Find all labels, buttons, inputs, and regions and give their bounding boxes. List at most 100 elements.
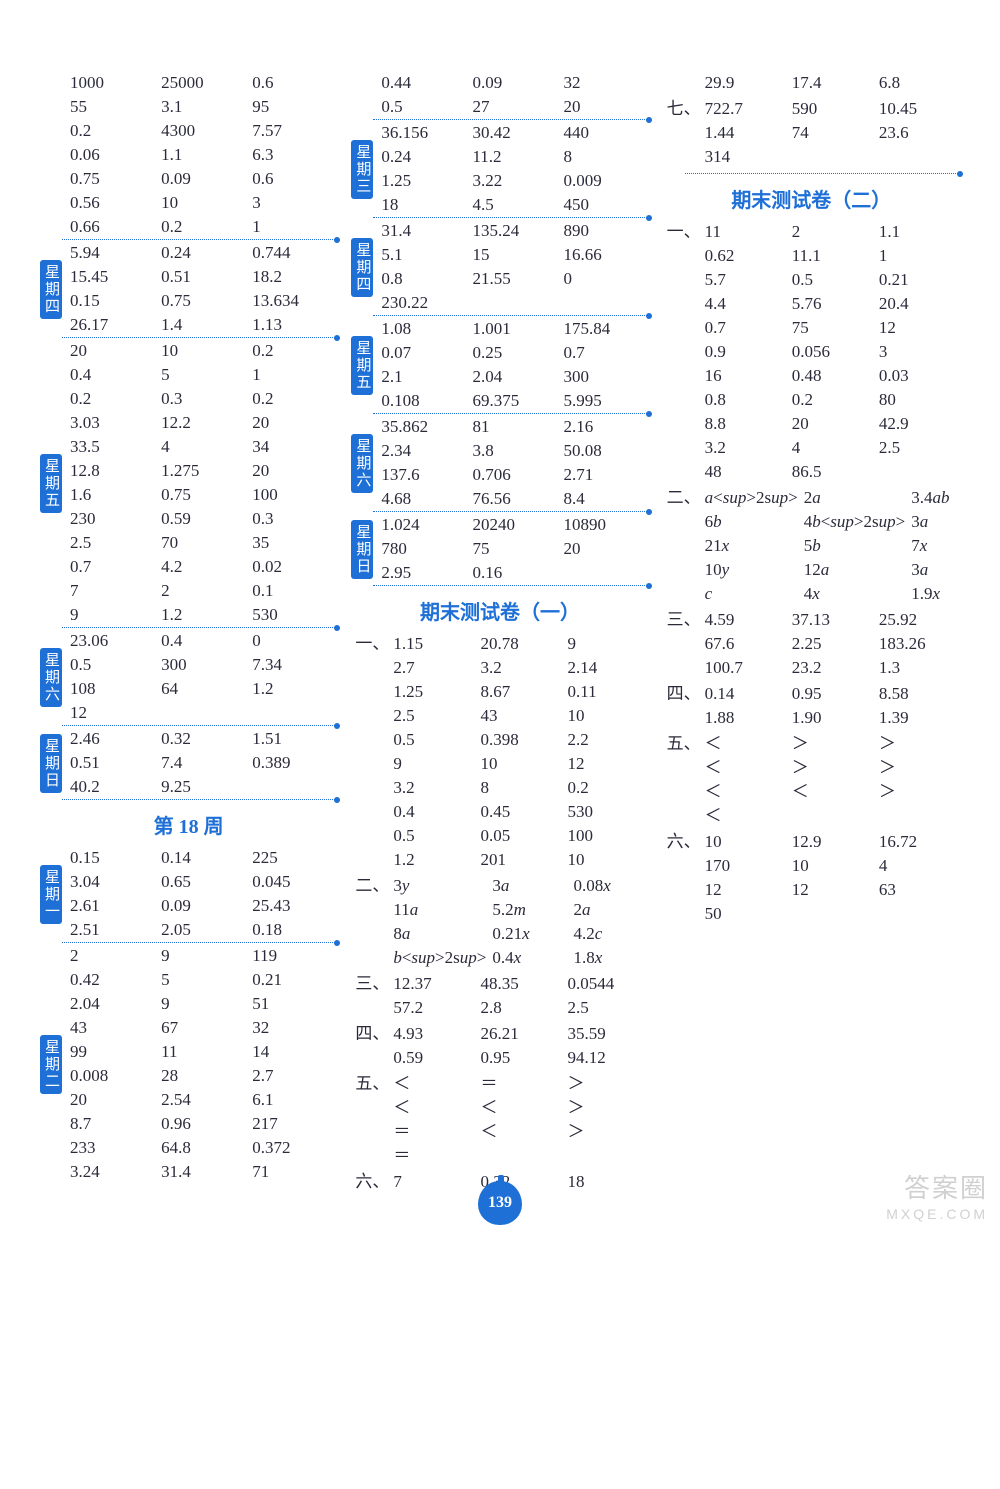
- answer-cell: ＞: [568, 1097, 649, 1119]
- answer-cell: 4300: [161, 120, 246, 142]
- section-label: 三、: [351, 973, 393, 995]
- answer-cell: 0.5: [792, 269, 873, 291]
- answer-cell: 2: [161, 580, 246, 602]
- answer-cell: ＜: [393, 1097, 474, 1119]
- answer-cell: 3.1: [161, 96, 246, 118]
- answer-cell: 1.3: [879, 657, 960, 679]
- answer-cell: 94.12: [568, 1047, 649, 1069]
- answer-cell: 225: [252, 847, 337, 869]
- answer-cell: ＞: [879, 781, 960, 803]
- answer-cell: 2.54: [161, 1089, 246, 1111]
- answer-cell: 31.4: [381, 220, 466, 242]
- answer-cell: 0.5: [393, 825, 474, 847]
- answer-cell: 16.72: [879, 831, 960, 853]
- answer-cell: 3.04: [70, 871, 155, 893]
- answer-cell: 0.48: [792, 365, 873, 387]
- answer-grid: 1.024202401089078075202.950.16: [373, 514, 648, 584]
- answer-cell: 0.96: [161, 1113, 246, 1135]
- answer-cell: 2.1: [381, 366, 466, 388]
- answer-cell: 0.008: [70, 1065, 155, 1087]
- answer-cell: 2.5: [568, 997, 649, 1019]
- answer-cell: 2.8: [480, 997, 561, 1019]
- answer-cell: 0.15: [70, 290, 155, 312]
- answer-cell: 1.6: [70, 484, 155, 506]
- day-tag-label: 星期日: [40, 734, 62, 793]
- answer-grid: 4.5937.1325.9267.62.25183.26100.723.21.3: [705, 609, 960, 679]
- answer-cell: 0.62: [705, 245, 786, 267]
- answer-cell: 2.5: [70, 532, 155, 554]
- answer-cell: [879, 903, 960, 925]
- answer-cell: 0.0544: [568, 973, 649, 995]
- answer-block: 星期二291190.4250.212.049514367329911140.00…: [40, 943, 337, 1185]
- answer-cell: 95: [252, 96, 337, 118]
- day-tag-label: 星期五: [351, 336, 373, 395]
- answer-cell: 4.2c: [574, 923, 649, 945]
- answer-cell: 2.7: [252, 1065, 337, 1087]
- answer-cell: 135.24: [472, 220, 557, 242]
- answer-section: 一、1.1520.7892.73.22.141.258.670.112.5431…: [351, 631, 648, 873]
- answer-section: 五、＜＝＞＜＜＞＝＜＞＝: [351, 1071, 648, 1169]
- answer-cell: 5.2m: [492, 899, 567, 921]
- answer-cell: 48: [705, 461, 786, 483]
- answer-cell: 1.13: [252, 314, 337, 336]
- day-tag: [351, 72, 373, 118]
- answer-cell: 30.42: [472, 122, 557, 144]
- answer-cell: 20: [564, 96, 649, 118]
- answer-cell: 35: [252, 532, 337, 554]
- answer-block: 星期四31.4135.248905.11516.660.821.550230.2…: [351, 218, 648, 316]
- answer-cell: 530: [252, 604, 337, 626]
- answer-cell: 1.2: [393, 849, 474, 871]
- answer-grid: 1121.10.6211.115.70.50.214.45.7620.40.77…: [705, 221, 960, 483]
- answer-cell: 20: [564, 538, 649, 560]
- answer-cell: 50: [705, 903, 786, 925]
- answer-cell: 10: [568, 705, 649, 727]
- answer-cell: 67.6: [705, 633, 786, 655]
- answer-cell: 7x: [911, 535, 960, 557]
- answer-cell: 75: [792, 317, 873, 339]
- answer-cell: 1.4: [161, 314, 246, 336]
- answer-cell: 1.88: [705, 707, 786, 729]
- answer-cell: ＞: [568, 1121, 649, 1143]
- answer-grid: 4.9326.2135.590.590.9594.12: [393, 1023, 648, 1069]
- answer-cell: 26.21: [480, 1023, 561, 1045]
- answer-cell: 13.634: [252, 290, 337, 312]
- answer-cell: 1.2: [252, 678, 337, 700]
- answer-cell: 0.372: [252, 1137, 337, 1159]
- answer-cell: [252, 776, 337, 798]
- watermark: 答案圈 MXQE.COM: [886, 1175, 988, 1227]
- answer-cell: 15: [472, 244, 557, 266]
- answer-cell: 0.09: [472, 72, 557, 94]
- answer-cell: 722.7: [705, 98, 786, 120]
- answer-cell: 0.1: [252, 580, 337, 602]
- answer-cell: 20.4: [879, 293, 960, 315]
- answer-cell: 3.2: [480, 657, 561, 679]
- section-label: 四、: [663, 683, 705, 705]
- answer-cell: 0.045: [252, 871, 337, 893]
- answer-cell: 170: [705, 855, 786, 877]
- answer-cell: [564, 562, 649, 584]
- answer-cell: 11.2: [472, 146, 557, 168]
- answer-cell: 2: [70, 945, 155, 967]
- day-tag: 星期四: [40, 242, 62, 336]
- answer-cell: 4.59: [705, 609, 786, 631]
- answer-block: 星期四5.940.240.74415.450.5118.20.150.7513.…: [40, 240, 337, 338]
- answer-cell: 4: [879, 855, 960, 877]
- answer-grid: 0.150.142253.040.650.0452.610.0925.432.5…: [62, 847, 337, 941]
- answer-cell: ＝: [393, 1145, 474, 1167]
- answer-grid: 1.1520.7892.73.22.141.258.670.112.543100…: [393, 633, 648, 871]
- answer-cell: 0: [564, 268, 649, 290]
- answer-cell: 5.995: [564, 390, 649, 412]
- answer-cell: 0.59: [161, 508, 246, 530]
- answer-cell: 6.8: [879, 72, 960, 94]
- answer-section: 四、4.9326.2135.590.590.9594.12: [351, 1021, 648, 1071]
- answer-cell: 0.75: [70, 168, 155, 190]
- answer-grid: 23.060.400.53007.34108641.212: [62, 630, 337, 724]
- answer-cell: 1.08: [381, 318, 466, 340]
- answer-cell: 314: [705, 146, 786, 168]
- answer-cell: 70: [161, 532, 246, 554]
- answer-cell: 108: [70, 678, 155, 700]
- day-tag: 星期日: [40, 728, 62, 798]
- answer-cell: 4.5: [472, 194, 557, 216]
- answer-block: 星期三36.15630.424400.2411.281.253.220.0091…: [351, 120, 648, 218]
- answer-cell: [792, 805, 873, 827]
